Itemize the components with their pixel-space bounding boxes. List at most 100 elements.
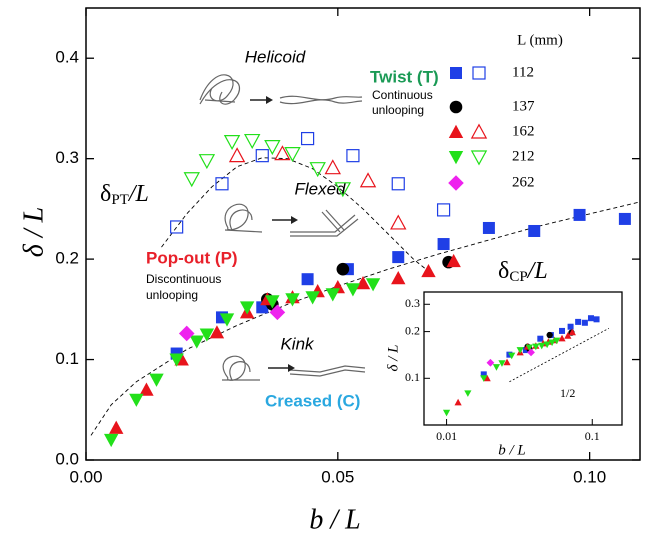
annotation: unlooping — [372, 103, 424, 117]
marker — [103, 433, 119, 448]
curve-label-subscript: CP — [509, 269, 527, 285]
marker — [219, 313, 235, 327]
marker — [482, 221, 495, 234]
annotation: Kink — [280, 334, 315, 353]
icons — [199, 74, 366, 381]
marker — [334, 182, 352, 198]
marker — [503, 358, 511, 366]
marker — [309, 162, 326, 178]
inset-y-tick-label: 0.1 — [405, 370, 420, 384]
x-axis-label: b / L — [309, 504, 360, 535]
marker — [223, 134, 241, 151]
marker — [129, 393, 144, 407]
marker — [464, 390, 472, 397]
marker — [325, 288, 340, 302]
marker — [215, 177, 229, 191]
marker — [498, 360, 506, 367]
marker — [537, 335, 544, 342]
marker — [411, 451, 418, 458]
marker — [558, 334, 566, 342]
inset-x-tick-label: 0.1 — [585, 429, 600, 443]
marker — [553, 337, 561, 345]
marker — [421, 263, 436, 278]
marker — [436, 203, 451, 217]
y-tick-label: 0.0 — [55, 449, 79, 468]
marker — [559, 327, 566, 334]
curve-label: δCP/L — [498, 258, 548, 286]
marker — [265, 295, 280, 309]
y-tick-label: 0.1 — [55, 349, 79, 368]
marker — [178, 325, 195, 342]
marker — [301, 131, 315, 146]
marker — [183, 172, 200, 188]
marker — [324, 159, 341, 175]
marker — [454, 398, 462, 406]
inset-y-tick-label: 0.3 — [405, 296, 420, 310]
x-tick-label: 0.10 — [573, 467, 606, 486]
reference-label: 1/2 — [560, 386, 575, 400]
marker — [392, 251, 405, 264]
annotation: Continuous — [372, 88, 433, 102]
x-tick-label: 0.05 — [321, 467, 354, 486]
legend-label: 162 — [512, 123, 535, 139]
marker — [532, 343, 540, 351]
marker — [448, 151, 464, 165]
marker — [525, 344, 533, 352]
marker — [470, 123, 488, 139]
x-tick-label: 0.00 — [69, 467, 102, 486]
marker — [446, 253, 461, 268]
legend-title: L (mm) — [517, 32, 563, 48]
inset-y-label: δ / L — [385, 345, 401, 372]
marker — [336, 262, 350, 276]
marker — [305, 291, 320, 305]
marker — [483, 374, 491, 382]
annotation: unlooping — [146, 288, 198, 302]
marker — [470, 150, 488, 166]
theory-curve — [161, 157, 429, 272]
marker — [448, 124, 464, 138]
marker — [543, 341, 551, 349]
marker — [274, 145, 291, 161]
inset-x-label: b / L — [498, 442, 526, 458]
curve-label-suffix: /L — [127, 181, 149, 207]
marker — [399, 484, 406, 491]
marker — [359, 172, 377, 188]
marker — [264, 140, 281, 156]
legend-label: 262 — [512, 174, 535, 190]
marker — [209, 325, 225, 339]
marker — [448, 175, 464, 191]
marker — [284, 147, 301, 163]
marker — [189, 335, 204, 349]
curve-label: δPT/L — [100, 181, 149, 209]
marker — [587, 315, 594, 322]
curve-label-symbol: δ — [498, 258, 509, 284]
marker — [508, 352, 516, 360]
marker — [575, 318, 582, 325]
marker — [243, 133, 261, 150]
legend-label: 137 — [512, 98, 535, 114]
plot-frame — [85, 7, 641, 461]
marker — [480, 371, 487, 378]
curve-label-subscript: PT — [111, 192, 129, 208]
curve-label-symbol: δ — [100, 181, 111, 207]
marker — [450, 67, 462, 79]
marker — [442, 409, 451, 417]
marker — [573, 208, 586, 221]
legend-label: 112 — [512, 64, 534, 80]
inset-y-tick-label: 0.2 — [405, 323, 420, 337]
marker — [522, 347, 529, 354]
annotation: Creased (C) — [265, 391, 360, 410]
marker — [546, 331, 553, 339]
marker — [480, 375, 488, 382]
marker — [346, 149, 360, 163]
marker — [486, 358, 495, 367]
curve-label-suffix: /L — [526, 258, 548, 284]
marker — [449, 100, 463, 114]
annotation: Pop-out (P) — [146, 248, 238, 267]
marker — [492, 364, 501, 371]
annotation: Twist (T) — [370, 67, 439, 86]
y-tick-label: 0.2 — [55, 249, 79, 268]
marker — [593, 316, 600, 323]
marker — [355, 276, 371, 290]
